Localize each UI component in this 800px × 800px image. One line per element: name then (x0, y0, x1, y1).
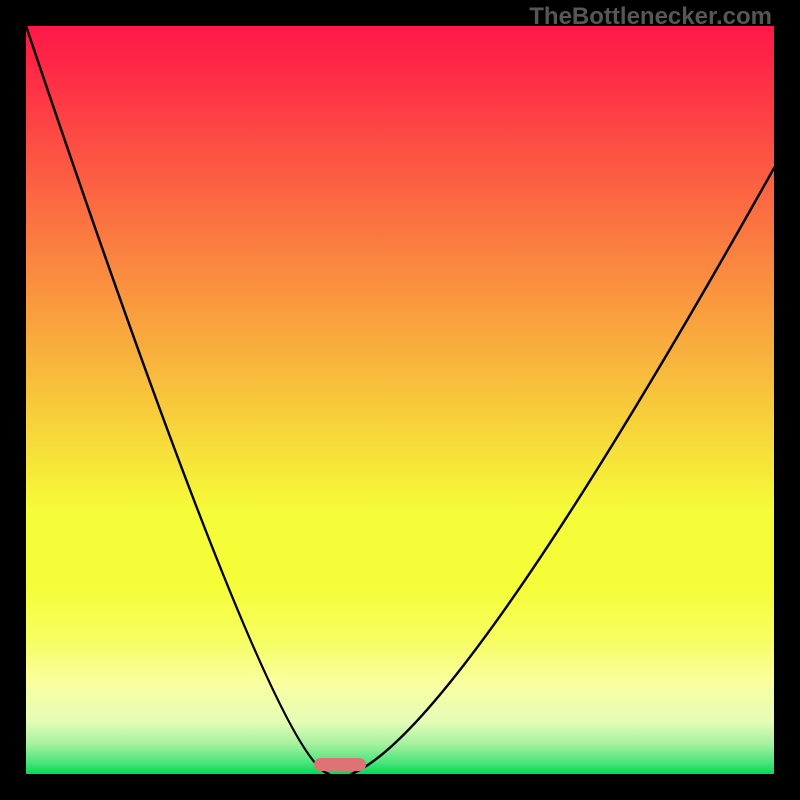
plot-area (26, 26, 774, 774)
watermark-text: TheBottlenecker.com (529, 3, 772, 31)
optimum-marker (314, 758, 366, 771)
bottleneck-curve (26, 26, 774, 774)
